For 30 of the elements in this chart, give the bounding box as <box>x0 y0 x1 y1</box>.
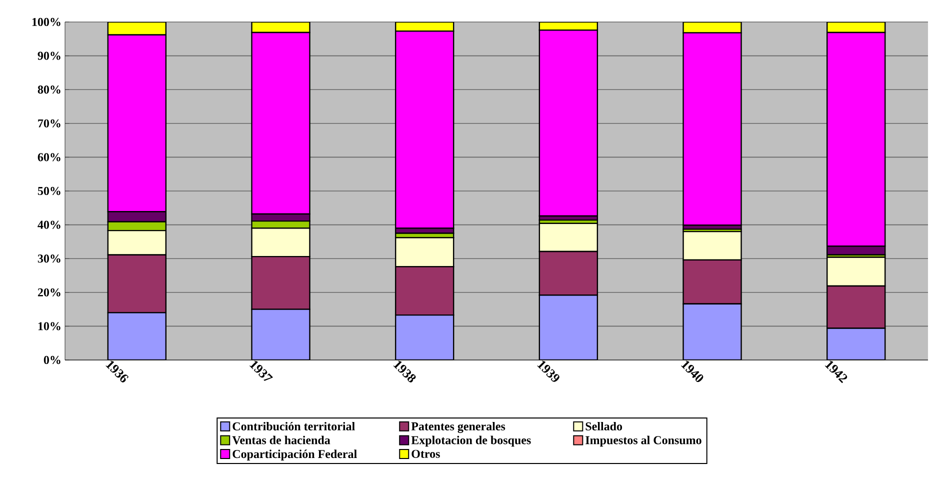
x-tick-label: 1940 <box>680 360 704 382</box>
y-tick-label: 10% <box>38 322 60 330</box>
y-tick-label: 60% <box>38 153 60 162</box>
y-tick-label: 40% <box>38 220 60 229</box>
legend-label: Coparticipación Federal <box>232 450 357 461</box>
legend-label: Patentes generales <box>411 422 506 433</box>
x-tick-label: 1939 <box>537 360 560 382</box>
y-tick-label: 0% <box>44 356 60 364</box>
legend-label: Ventas de hacienda <box>232 436 330 444</box>
x-tick-label: 1938 <box>393 360 416 382</box>
x-tick-label: 1937 <box>250 360 273 381</box>
y-tick-label: 100% <box>32 18 60 26</box>
legend-label: Explotacion de bosques <box>411 436 531 447</box>
legend-label: Contribución territorial <box>232 422 355 430</box>
bar <box>394 314 454 360</box>
bar <box>682 303 742 360</box>
y-tick-label: 90% <box>38 52 60 60</box>
x-tick-label: 1936 <box>106 360 129 382</box>
bar <box>826 328 886 360</box>
bar <box>251 308 310 360</box>
bar <box>107 312 167 360</box>
legend-label: Sellado <box>586 422 622 430</box>
legend-label: Otros <box>412 450 440 458</box>
y-tick-label: 50% <box>38 186 60 196</box>
y-tick-label: 70% <box>38 119 60 128</box>
y-tick-label: 80% <box>38 86 60 94</box>
y-tick-label: 30% <box>38 254 60 263</box>
y-tick-label: 20% <box>38 288 60 296</box>
bar <box>538 294 598 360</box>
legend-label: Impuestos al Consumo <box>586 436 702 447</box>
